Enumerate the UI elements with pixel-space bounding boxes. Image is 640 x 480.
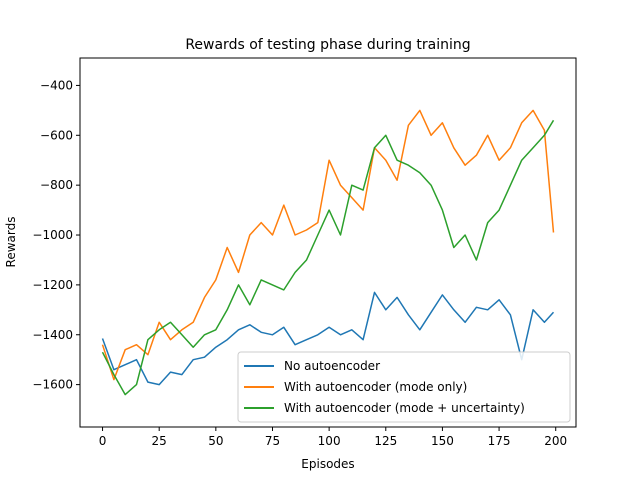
series-line-1 xyxy=(101,291,555,386)
x-axis-label: Episodes xyxy=(301,457,354,471)
y-tick-label: −800 xyxy=(40,178,73,192)
y-tick-label: −1000 xyxy=(32,228,73,242)
x-tick-label: 100 xyxy=(318,434,341,448)
y-tick-label: −400 xyxy=(40,78,73,92)
x-tick-label: 125 xyxy=(374,434,397,448)
x-tick-label: 0 xyxy=(99,434,107,448)
x-tick-label: 25 xyxy=(152,434,167,448)
plot-frame xyxy=(79,57,577,428)
x-tick-label: 175 xyxy=(488,434,511,448)
series-line-2 xyxy=(101,109,555,381)
legend-items: No autoencoder With autoencoder (mode onl… xyxy=(244,359,525,415)
x-tick-label: 50 xyxy=(208,434,223,448)
y-axis-label: Rewards xyxy=(4,217,18,268)
legend: No autoencoder With autoencoder (mode onl… xyxy=(237,351,571,423)
x-axis-ticks: 0 25 50 75 100 125 150 175 200 xyxy=(99,427,567,448)
y-tick-label: −1600 xyxy=(32,378,73,392)
y-axis-ticks: −1600 −1400 −1200 −1000 −800 −600 −400 xyxy=(32,78,80,392)
series-line-3 xyxy=(101,119,555,396)
x-tick-label: 200 xyxy=(544,434,567,448)
x-tick-label: 150 xyxy=(431,434,454,448)
plot-area xyxy=(79,57,577,428)
x-tick-label: 75 xyxy=(265,434,280,448)
legend-label: No autoencoder xyxy=(284,359,380,373)
legend-box xyxy=(237,351,571,423)
legend-label: With autoencoder (mode only) xyxy=(284,380,467,394)
y-tick-label: −1200 xyxy=(32,278,73,292)
legend-label: With autoencoder (mode + uncertainty) xyxy=(284,401,525,415)
series-layer xyxy=(101,109,555,396)
y-tick-label: −600 xyxy=(40,128,73,142)
y-tick-label: −1400 xyxy=(32,328,73,342)
chart-title: Rewards of testing phase during training xyxy=(185,37,470,53)
